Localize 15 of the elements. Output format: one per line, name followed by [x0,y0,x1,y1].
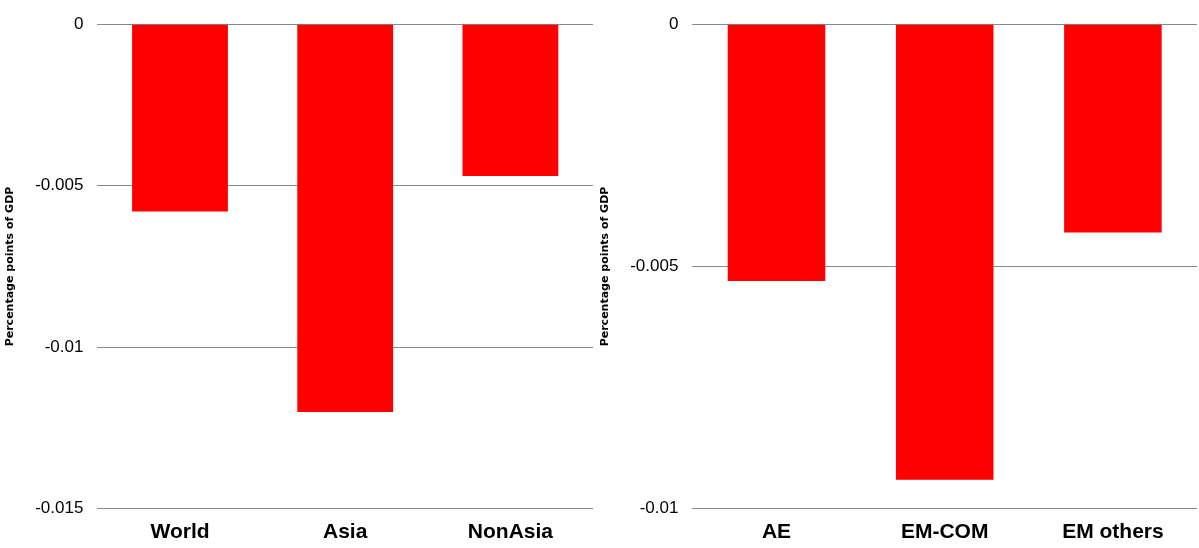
y-axis-title: Percentage points of GDP [598,186,612,347]
y-tick-label: 0 [73,13,84,33]
x-tick-label: EM-COM [900,519,989,543]
y-tick-label: -0.01 [639,498,679,518]
x-tick-label: EM others [1062,519,1164,543]
y-tick-label: -0.01 [44,336,84,356]
y-tick-label: -0.005 [35,175,84,195]
x-tick-label: World [150,519,210,543]
y-tick-label: -0.015 [35,498,84,518]
x-tick-label: NonAsia [467,519,554,543]
y-axis-title: Percentage points of GDP [3,186,17,347]
x-tick-label: AE [761,519,792,543]
x-tick-label: Asia [323,519,368,543]
y-tick-label: -0.005 [630,256,679,276]
y-tick-label: 0 [668,13,679,33]
